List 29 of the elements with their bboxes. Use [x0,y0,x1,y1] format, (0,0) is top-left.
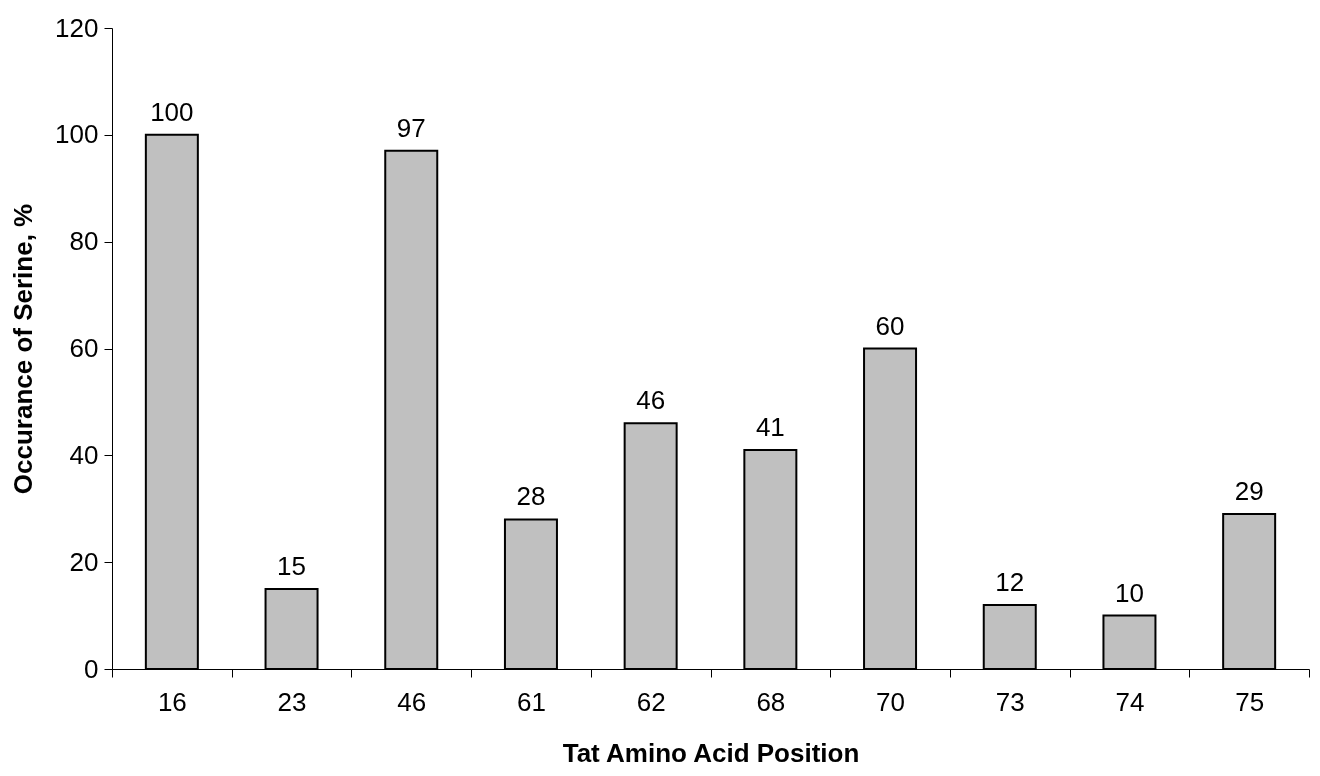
x-tick-label: 73 [995,686,1025,717]
y-axis-title: Occurance of Serine, % [8,203,39,495]
y-tick-label: 80 [69,226,99,257]
x-tick-label: 16 [157,686,187,717]
data-label: 41 [755,411,785,442]
x-tick-label: 74 [1115,686,1145,717]
x-tick-label: 61 [516,686,546,717]
y-tick-label: 120 [55,12,99,43]
x-tick-label: 62 [636,686,666,717]
y-tick-label: 20 [69,546,99,577]
data-label: 15 [277,550,307,581]
data-label: 10 [1114,577,1144,608]
x-tick-label: 23 [277,686,307,717]
y-tick-label: 100 [55,119,99,150]
data-label: 100 [150,96,194,127]
x-tick-label: 70 [876,686,906,717]
y-tick-label: 40 [69,439,99,470]
y-tick-label: 60 [69,333,99,363]
x-tick-label: 46 [397,686,427,717]
x-tick-label: 68 [756,686,786,717]
data-label: 60 [875,310,905,341]
y-tick-label: 0 [84,653,99,684]
x-tick-label: 75 [1235,686,1265,717]
data-label: 12 [995,566,1025,597]
data-label: 28 [516,481,546,512]
x-axis-title: Tat Amino Acid Position [562,737,860,768]
data-label: 97 [396,112,426,143]
data-label: 46 [636,385,666,416]
data-label: 29 [1234,476,1264,507]
